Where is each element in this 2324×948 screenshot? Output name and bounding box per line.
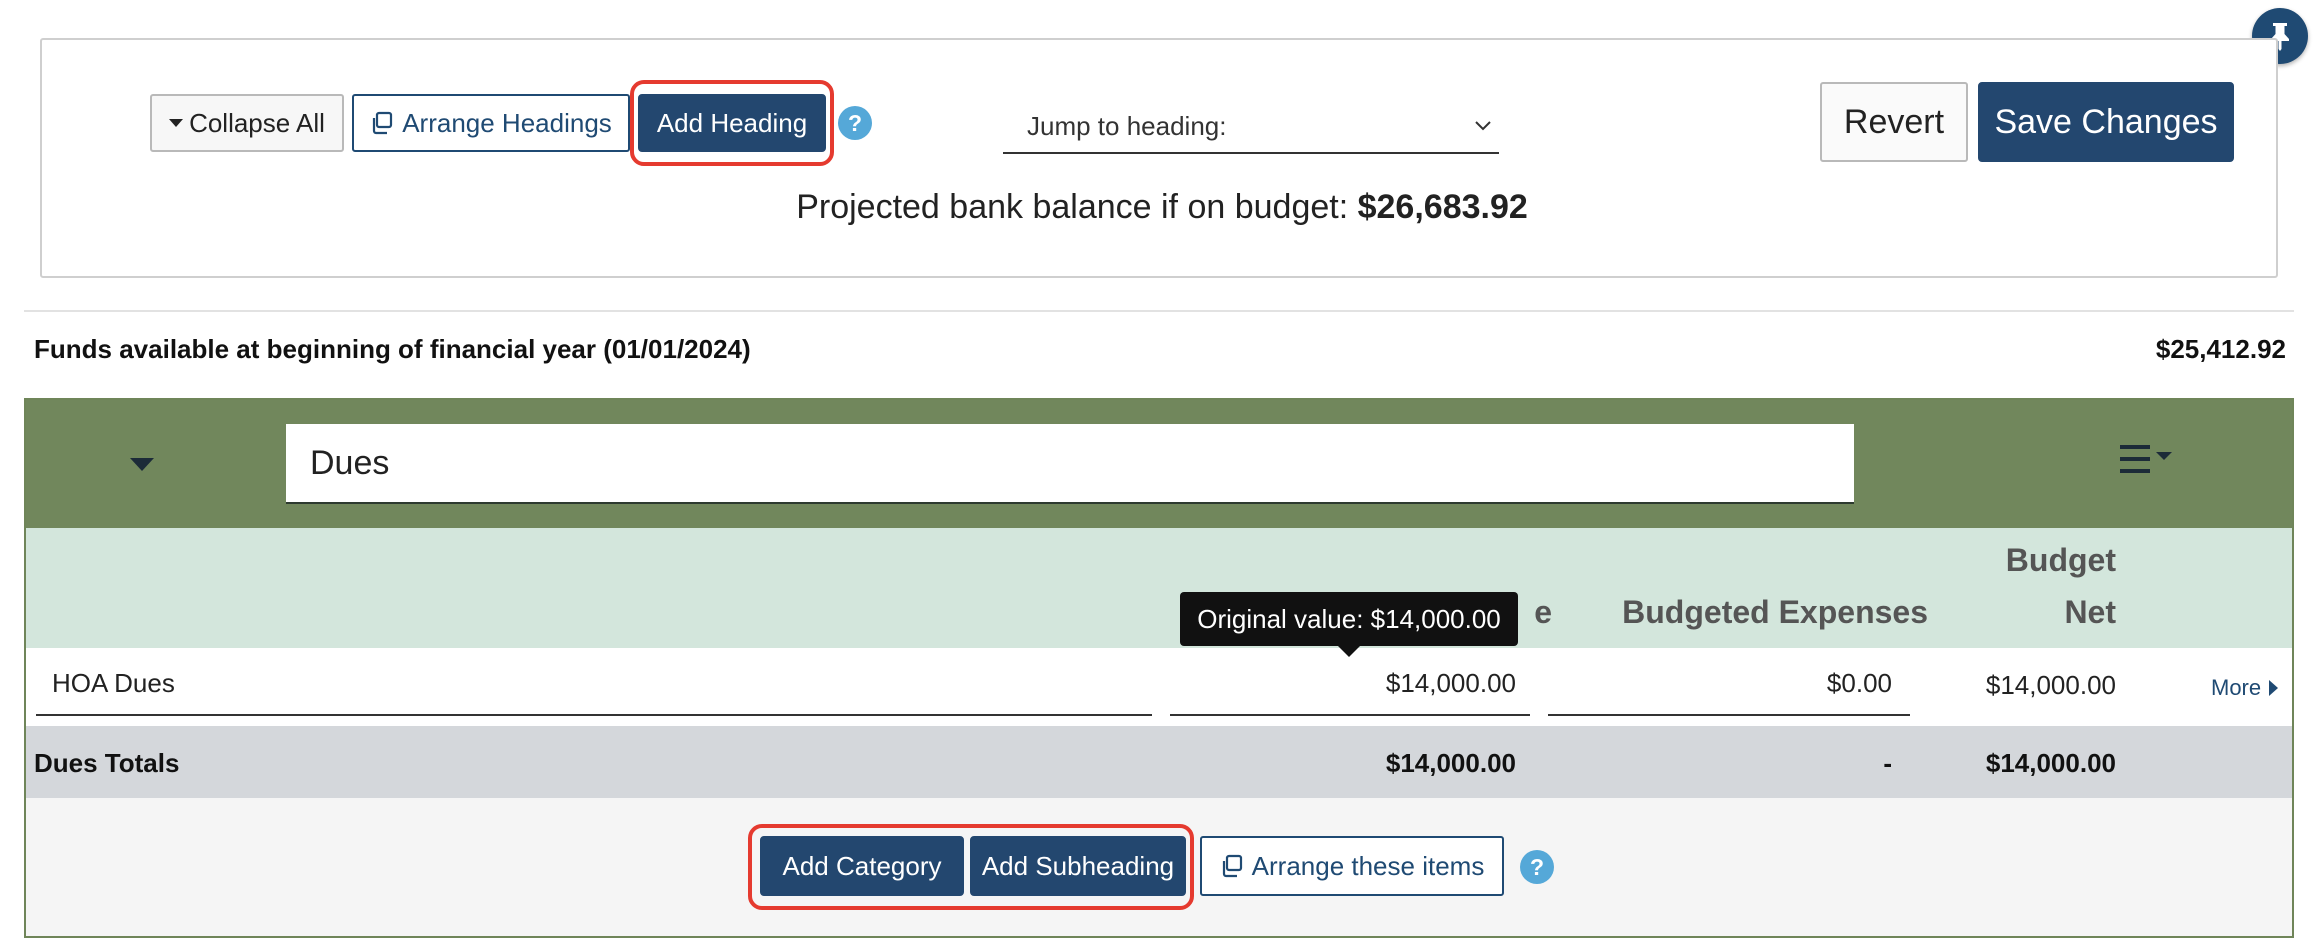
copy-icon (373, 111, 393, 135)
tooltip-arrow (1337, 645, 1361, 657)
add-category-button[interactable]: Add Category (760, 836, 964, 896)
heading-name-input[interactable]: Dues (286, 424, 1854, 504)
chevron-down-icon (1475, 121, 1491, 131)
save-changes-button[interactable]: Save Changes (1978, 82, 2234, 162)
funds-available-value: $25,412.92 (2155, 334, 2286, 364)
column-budget-net-line1: Budget (2005, 542, 2116, 578)
table-row: HOA Dues $14,000.00 $0.00 $14,000.00 Mor… (26, 648, 2292, 724)
add-subheading-label: Add Subheading (981, 850, 1175, 881)
column-headers: e Budgeted Expenses Budget Net (26, 528, 2292, 648)
heading-name-value: Dues (310, 443, 390, 482)
add-category-label: Add Category (782, 850, 942, 881)
totals-row: Dues Totals $14,000.00 - $14,000.00 (26, 726, 2292, 798)
jump-to-heading-select[interactable]: Jump to heading: (1003, 100, 1499, 154)
add-heading-button[interactable]: Add Heading (638, 94, 826, 152)
divider (24, 310, 2294, 312)
projected-balance-label: Projected bank balance if on budget: (796, 188, 1349, 226)
category-name-input[interactable]: HOA Dues (36, 652, 1152, 716)
add-buttons-highlight (748, 824, 1194, 910)
help-icon[interactable]: ? (1520, 850, 1554, 884)
totals-expenses: - (1883, 748, 1892, 778)
projected-balance-value: $26,683.92 (1357, 188, 1528, 226)
arrange-items-label: Arrange these items (1251, 850, 1485, 881)
add-subheading-button[interactable]: Add Subheading (970, 836, 1186, 896)
original-value-tooltip: Original value: $14,000.00 (1180, 592, 1518, 646)
jump-to-heading-label: Jump to heading: (1027, 110, 1227, 141)
budget-net-value: $14,000.00 (1985, 670, 2116, 700)
budget-section: Dues e Budgeted Expenses Budget Net HOA … (24, 398, 2294, 938)
copy-icon (1222, 854, 1242, 878)
arrange-headings-button[interactable]: Arrange Headings (352, 94, 630, 152)
revert-label: Revert (1843, 102, 1945, 141)
collapse-all-label: Collapse All (189, 107, 325, 138)
funds-available-label: Funds available at beginning of financia… (34, 334, 751, 364)
column-budgeted-expenses: Budgeted Expenses (1622, 594, 1928, 630)
column-budgeted-income: e (1534, 594, 1552, 630)
section-footer: Add Category Add Subheading Arrange thes… (26, 798, 2292, 936)
collapse-section-icon[interactable] (130, 458, 154, 471)
caret-down-icon (169, 119, 184, 127)
totals-income: $14,000.00 (1385, 748, 1516, 778)
totals-net: $14,000.00 (1985, 748, 2116, 778)
totals-label: Dues Totals (34, 748, 180, 778)
save-changes-label: Save Changes (1994, 102, 2218, 141)
arrange-items-button[interactable]: Arrange these items (1200, 836, 1504, 896)
help-icon[interactable]: ? (838, 106, 872, 140)
column-budget-net-line2: Net (2064, 594, 2116, 630)
budgeted-expenses-input[interactable]: $0.00 (1548, 652, 1910, 716)
revert-button[interactable]: Revert (1820, 82, 1968, 162)
more-link[interactable]: More (2211, 675, 2279, 701)
budgeted-income-input[interactable]: $14,000.00 (1170, 652, 1530, 716)
caret-right-icon (2269, 680, 2279, 696)
add-heading-label: Add Heading (656, 107, 808, 138)
add-heading-highlight (630, 80, 834, 166)
projected-balance: Projected bank balance if on budget: $26… (0, 188, 2324, 227)
collapse-all-button[interactable]: Collapse All (150, 94, 344, 152)
menu-icon[interactable] (2118, 442, 2182, 476)
arrange-headings-label: Arrange Headings (402, 107, 612, 138)
section-header: Dues (26, 400, 2292, 528)
